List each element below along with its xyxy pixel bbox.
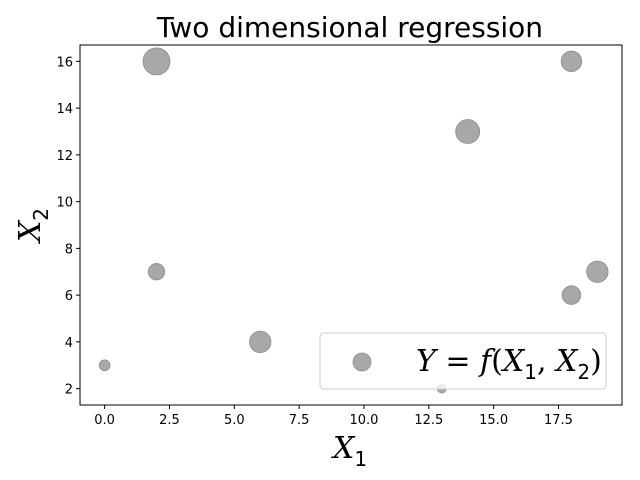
points-layer — [98, 47, 609, 394]
y-tick-label: 6 — [65, 289, 73, 304]
y-tick-label: 12 — [56, 149, 73, 164]
y-tick-label: 4 — [65, 336, 73, 351]
y-tick-label: 2 — [65, 383, 73, 398]
scatter-point — [147, 263, 166, 281]
legend-label: Y = f(X1, X2) — [416, 344, 602, 384]
x-tick-label: 2.5 — [159, 413, 180, 428]
plot-frame — [79, 44, 623, 406]
scatter-point — [561, 285, 582, 305]
x-axis-label: X1 — [331, 431, 367, 471]
scatter-point — [249, 330, 272, 354]
y-axis-label: X2 — [13, 208, 53, 244]
scatter-point — [560, 50, 583, 73]
x-tick-label: 7.5 — [289, 413, 310, 428]
legend-box — [319, 332, 607, 390]
y-tick-label: 16 — [56, 55, 73, 70]
y-tick-label: 8 — [65, 242, 73, 257]
y-axis: 2 4 6 8 10 12 14 16 — [56, 55, 80, 398]
x-tick-label: 12.5 — [414, 413, 443, 428]
scatter-point — [586, 260, 609, 283]
x-tick-label: 15.0 — [479, 413, 508, 428]
chart-title: Two dimensional regression — [156, 11, 543, 44]
y-tick-label: 10 — [56, 196, 73, 211]
x-tick-label: 5.0 — [224, 413, 245, 428]
scatter-point — [455, 119, 481, 144]
legend: Y = f(X1, X2) — [319, 332, 607, 390]
x-tick-label: 10.0 — [349, 413, 378, 428]
x-tick-label: 17.5 — [544, 413, 573, 428]
x-tick-label: 0.0 — [94, 413, 115, 428]
x-axis: 0.0 2.5 5.0 7.5 10.0 12.5 15.0 17.5 — [94, 405, 573, 428]
scatter-point — [98, 359, 111, 372]
legend-marker — [352, 352, 372, 372]
y-tick-label: 14 — [56, 102, 73, 117]
scatter-point — [142, 47, 171, 76]
